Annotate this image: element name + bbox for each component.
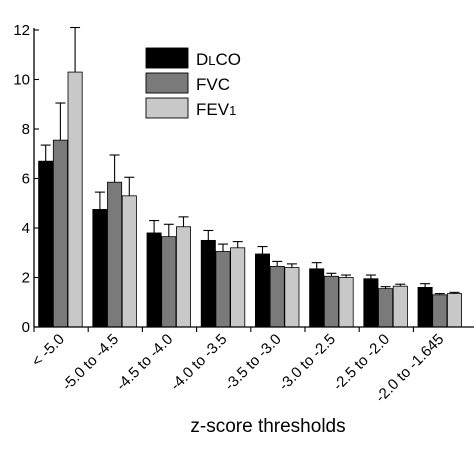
x-tick-label: -5.0 to -4.5 bbox=[59, 331, 122, 394]
bar-fvc-5 bbox=[323, 275, 339, 328]
bar-dlco-4 bbox=[254, 253, 270, 328]
bar-fvc-6 bbox=[378, 288, 394, 328]
y-tick-label: 2 bbox=[22, 270, 30, 287]
bar-fev1-1 bbox=[121, 195, 137, 328]
bar-dlco-7 bbox=[417, 286, 433, 328]
error-bar-dlco-0 bbox=[40, 144, 51, 162]
error-bar-fvc-1 bbox=[109, 154, 120, 183]
error-bar-dlco-7 bbox=[420, 283, 431, 288]
legend-swatch bbox=[145, 72, 189, 94]
bar-fvc-2 bbox=[161, 236, 177, 328]
error-bar-fev1-6 bbox=[395, 283, 406, 287]
y-tick-label: 0 bbox=[22, 319, 30, 336]
error-bar-dlco-3 bbox=[203, 229, 214, 241]
x-tick-label: -4.0 to -3.5 bbox=[167, 331, 230, 394]
y-tick-label: 6 bbox=[22, 171, 30, 188]
bar-fvc-0 bbox=[52, 139, 68, 328]
error-bar-fvc-6 bbox=[380, 286, 391, 289]
bars-group bbox=[38, 71, 462, 328]
bar-dlco-5 bbox=[309, 268, 325, 328]
bar-fvc-4 bbox=[269, 265, 285, 328]
y-tick-label: 4 bbox=[22, 220, 30, 237]
legend-swatch bbox=[145, 97, 189, 119]
x-tick-label: -4.5 to -4.0 bbox=[113, 331, 176, 394]
legend-item-dlco: DLCO bbox=[145, 47, 241, 69]
error-bar-fvc-7 bbox=[434, 293, 445, 295]
error-bar-fev1-7 bbox=[449, 291, 460, 294]
error-bar-fvc-3 bbox=[218, 243, 228, 252]
x-axis-title: z-score thresholds bbox=[190, 416, 345, 437]
legend-label: FVC bbox=[196, 75, 230, 94]
error-bar-fvc-5 bbox=[326, 272, 337, 277]
y-tick-label: 12 bbox=[13, 22, 30, 39]
bar-fvc-1 bbox=[107, 181, 123, 328]
bar-fev1-3 bbox=[230, 247, 246, 328]
legend-item-fvc: FVC bbox=[145, 72, 230, 94]
error-bar-fev1-4 bbox=[286, 263, 297, 268]
legend-label: FEV1 bbox=[196, 100, 236, 119]
y-tick-label: 10 bbox=[13, 72, 30, 89]
bar-fev1-2 bbox=[175, 226, 191, 328]
x-tick-label: < -5.0 bbox=[28, 331, 67, 370]
error-bar-fvc-4 bbox=[272, 260, 283, 267]
error-bars-group bbox=[40, 26, 460, 295]
bar-fev1-0 bbox=[67, 71, 83, 328]
error-bar-fvc-2 bbox=[163, 223, 174, 237]
bar-fvc-7 bbox=[432, 294, 448, 328]
legend-swatch bbox=[145, 47, 189, 69]
bar-dlco-0 bbox=[38, 160, 54, 328]
error-bar-fev1-5 bbox=[341, 274, 352, 278]
error-bar-fev1-3 bbox=[232, 241, 243, 248]
bar-dlco-1 bbox=[92, 209, 108, 328]
bar-fvc-3 bbox=[215, 251, 231, 328]
bar-fev1-5 bbox=[338, 277, 354, 328]
error-bar-dlco-2 bbox=[149, 220, 160, 233]
error-bar-dlco-6 bbox=[365, 274, 376, 279]
error-bar-dlco-4 bbox=[257, 246, 268, 254]
bar-dlco-3 bbox=[200, 239, 216, 328]
error-bar-fev1-1 bbox=[124, 176, 135, 196]
legend: DLCO FVC FEV1 bbox=[145, 47, 241, 119]
x-tick-label: -3.5 to -3.0 bbox=[221, 331, 284, 394]
error-bar-fev1-2 bbox=[178, 216, 189, 227]
y-tick-label: 8 bbox=[22, 121, 30, 138]
error-bar-dlco-5 bbox=[311, 262, 322, 269]
bar-fev1-7 bbox=[446, 293, 462, 328]
x-tick-label: -3.0 to -2.5 bbox=[276, 331, 339, 394]
legend-item-fev1: FEV1 bbox=[145, 97, 236, 119]
bar-fev1-6 bbox=[392, 285, 408, 328]
error-bar-fev1-0 bbox=[70, 26, 81, 73]
bar-fev1-4 bbox=[284, 267, 300, 328]
error-bar-dlco-1 bbox=[94, 191, 105, 210]
bar-dlco-2 bbox=[146, 232, 162, 328]
error-bar-fvc-0 bbox=[55, 102, 66, 141]
legend-label: DLCO bbox=[196, 50, 241, 69]
bar-dlco-6 bbox=[363, 278, 379, 328]
